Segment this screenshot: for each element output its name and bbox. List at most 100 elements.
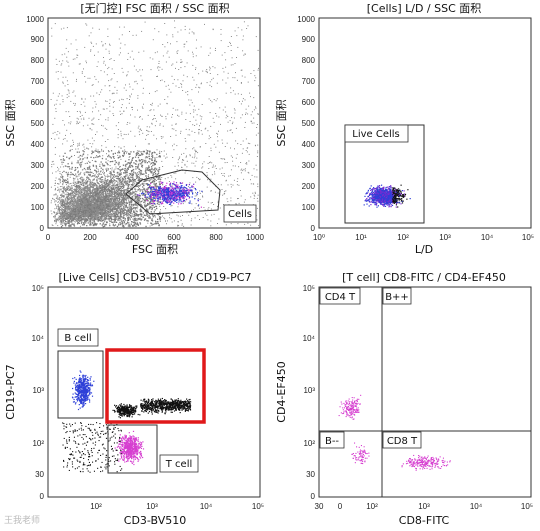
x-tick-label: 10²: [90, 502, 102, 511]
panel-ld-ssc: [Cells] L/D / SSC 面积 Live Cells 10⁰ 10¹ …: [275, 2, 534, 256]
quadrant-label-box: [382, 287, 412, 305]
scatter-dots: [50, 20, 259, 228]
y-tick-label: 800: [31, 56, 45, 65]
y-tick-label: 0: [40, 224, 45, 233]
y-ticks: 30 0 10² 10³ 10⁴ 10⁵: [32, 284, 45, 501]
y-tick-label: 500: [302, 119, 316, 128]
y-tick-label: 10²: [32, 439, 44, 448]
gate-label-box: [57, 328, 99, 347]
y-tick-label: 900: [31, 35, 45, 44]
y-tick-label: 1000: [26, 15, 44, 24]
x-tick-label: 800: [209, 233, 223, 242]
x-tick-label: 10⁵: [252, 502, 264, 511]
x-tick-label: 10³: [439, 233, 451, 242]
gate-polygon[interactable]: [125, 169, 221, 215]
x-tick-label: 10²: [366, 502, 378, 511]
y-axis-label: SSC 面积: [4, 99, 17, 146]
panel-cd8-cd4: [T cell] CD8-FITC / CD4-EF450 CD4 T B++ …: [275, 271, 533, 527]
gate-label-box: [159, 454, 199, 473]
x-tick-label: 10²: [397, 233, 409, 242]
scatter-dots: [363, 184, 411, 208]
y-tick-label: 10⁴: [303, 334, 316, 343]
gate-label: Live Cells: [352, 129, 400, 140]
panel-title: [无门控] FSC 面积 / SSC 面积: [80, 1, 229, 15]
panel-fsc-ssc: [无门控] FSC 面积 / SSC 面积 Cells 0 200 400 60…: [4, 1, 264, 256]
x-axis-label: L/D: [415, 243, 433, 256]
y-tick-label: 400: [302, 140, 316, 149]
y-tick-label: 10⁵: [303, 284, 315, 293]
x-tick-label: 10⁰: [313, 233, 325, 242]
y-tick-label: 600: [31, 98, 45, 107]
y-tick-label: 300: [302, 161, 316, 170]
y-tick-label: 0: [40, 492, 45, 501]
x-ticks: 30 0 10² 10³ 10⁴ 10⁵: [315, 502, 534, 511]
y-axis-label: SSC 面积: [275, 99, 288, 146]
x-tick-label: 10⁵: [521, 502, 533, 511]
y-ticks: 0 100 200 300 400 500 600 700 800 900 10…: [26, 15, 44, 233]
y-tick-label: 700: [302, 77, 316, 86]
y-tick-label: 700: [31, 77, 45, 86]
y-tick-label: 1000: [297, 15, 315, 24]
x-tick-label: 200: [83, 233, 97, 242]
y-tick-label: 0: [311, 492, 316, 501]
x-tick-label: 0: [338, 502, 343, 511]
highlight-box: [105, 348, 206, 424]
y-ticks: 0 100 200 300 400 500 600 700 800 900 10…: [297, 15, 315, 233]
gate-label: T cell: [165, 459, 193, 470]
plot-frame: [318, 17, 532, 229]
y-tick-label: 600: [302, 98, 316, 107]
x-tick-label: 0: [46, 233, 51, 242]
quadrant-label-box: [319, 287, 361, 305]
x-tick-label: 30: [315, 502, 324, 511]
x-ticks: 10² 10³ 10⁴ 10⁵: [90, 502, 264, 511]
y-tick-label: 10⁴: [32, 334, 45, 343]
gate-rectangle[interactable]: [57, 350, 104, 419]
gate-label: B cell: [64, 333, 91, 344]
quadrant-label-box: [382, 431, 422, 449]
y-tick-label: 0: [311, 224, 316, 233]
x-ticks: 10⁰ 10¹ 10² 10³ 10⁴ 10⁵: [313, 233, 534, 242]
x-tick-label: 1000: [246, 233, 264, 242]
x-tick-label: 600: [167, 233, 181, 242]
y-tick-label: 10⁵: [32, 284, 44, 293]
y-ticks: 30 0 10² 10³ 10⁴ 10⁵: [303, 284, 316, 501]
y-tick-label: 300: [31, 161, 45, 170]
x-tick-label: 10³: [418, 502, 430, 511]
x-axis-label: FSC 面积: [132, 243, 178, 256]
y-tick-label: 400: [31, 140, 45, 149]
panel-cd3-cd19: [Live Cells] CD3-BV510 / CD19-PC7 B cell…: [4, 271, 264, 527]
gate-label: Cells: [228, 209, 252, 220]
y-tick-label: 200: [31, 182, 45, 191]
panel-title: [Live Cells] CD3-BV510 / CD19-PC7: [59, 271, 252, 284]
plot-frame: [47, 17, 261, 229]
y-tick-label: 800: [302, 56, 316, 65]
x-axis-label: CD3-BV510: [124, 514, 186, 527]
x-tick-label: 10³: [146, 502, 158, 511]
quadrant-label: B++: [385, 292, 409, 303]
scatter-dots: [338, 394, 451, 471]
y-tick-label: 500: [31, 119, 45, 128]
x-axis-label: CD8-FITC: [399, 514, 450, 527]
x-tick-label: 10⁴: [481, 233, 494, 242]
quadrant-label-box: [319, 431, 345, 449]
x-ticks: 0 200 400 600 800 1000: [46, 233, 265, 242]
y-tick-label: 10²: [303, 439, 315, 448]
quadrant-label: CD4 T: [325, 292, 356, 303]
gate-rectangle[interactable]: [107, 424, 158, 474]
gate-label-box: [344, 124, 409, 143]
y-tick-label: 10³: [32, 386, 44, 395]
x-tick-label: 10⁴: [200, 502, 213, 511]
y-tick-label: 200: [302, 182, 316, 191]
y-tick-label: 100: [302, 203, 316, 212]
y-tick-label: 30: [35, 470, 44, 479]
x-tick-label: 400: [125, 233, 139, 242]
plot-frame: [47, 286, 261, 498]
y-tick-label: 30: [306, 470, 315, 479]
panel-title: [T cell] CD8-FITC / CD4-EF450: [342, 271, 506, 284]
y-axis-label: CD4-EF450: [275, 361, 288, 422]
x-tick-label: 10¹: [355, 233, 367, 242]
x-tick-label: 10⁵: [522, 233, 534, 242]
panel-title: [Cells] L/D / SSC 面积: [367, 2, 482, 15]
watermark: 王我老师: [4, 516, 41, 526]
y-tick-label: 10³: [303, 386, 315, 395]
